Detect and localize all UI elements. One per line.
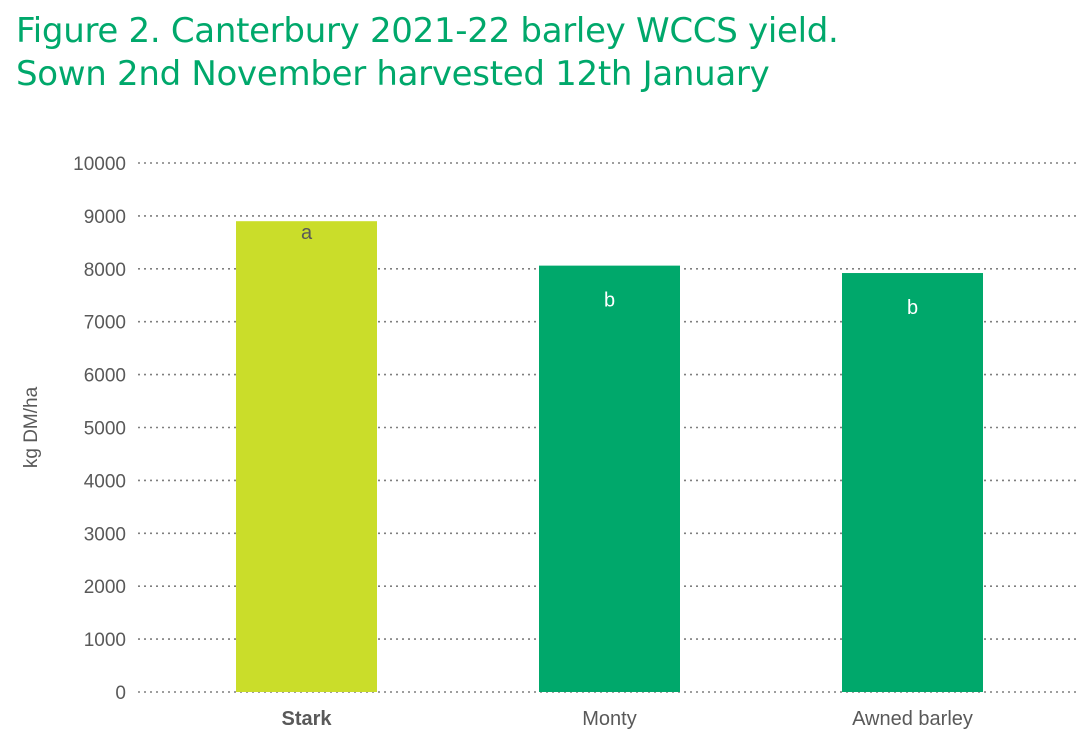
bar-monty xyxy=(539,265,680,692)
data-labels: a b b xyxy=(301,222,918,319)
y-tick-label: 4000 xyxy=(84,471,126,492)
y-tick-label: 7000 xyxy=(84,313,126,334)
bar-awned-barley xyxy=(842,273,983,692)
x-axis-categories: Stark Monty Awned barley xyxy=(281,708,972,730)
chart-title: Figure 2. Canterbury 2021-22 barley WCCS… xyxy=(16,10,839,96)
y-tick-label: 5000 xyxy=(84,419,126,440)
data-label: b xyxy=(907,297,918,319)
chart-title-line-2: Sown 2nd November harvested 12th January xyxy=(16,54,770,94)
y-tick-label: 10000 xyxy=(73,154,126,175)
y-tick-label: 0 xyxy=(115,683,126,704)
y-tick-label: 6000 xyxy=(84,366,126,387)
y-tick-label: 1000 xyxy=(84,630,126,651)
y-tick-label: 9000 xyxy=(84,207,126,228)
chart-title-line-1: Figure 2. Canterbury 2021-22 barley WCCS… xyxy=(16,11,839,51)
y-tick-label: 3000 xyxy=(84,524,126,545)
x-category-label: Awned barley xyxy=(852,708,973,730)
bar-stark xyxy=(236,221,377,692)
y-axis-ticks: 0 1000 2000 3000 4000 5000 6000 7000 8000 9000 100… xyxy=(73,154,126,704)
data-label: b xyxy=(604,290,615,312)
y-tick-label: 2000 xyxy=(84,577,126,598)
x-category-label: Stark xyxy=(281,708,332,730)
y-tick-label: 8000 xyxy=(84,260,126,281)
y-axis-label: kg DM/ha xyxy=(21,386,42,468)
bars xyxy=(236,221,983,692)
data-label: a xyxy=(301,222,313,244)
x-category-label: Monty xyxy=(582,708,636,730)
